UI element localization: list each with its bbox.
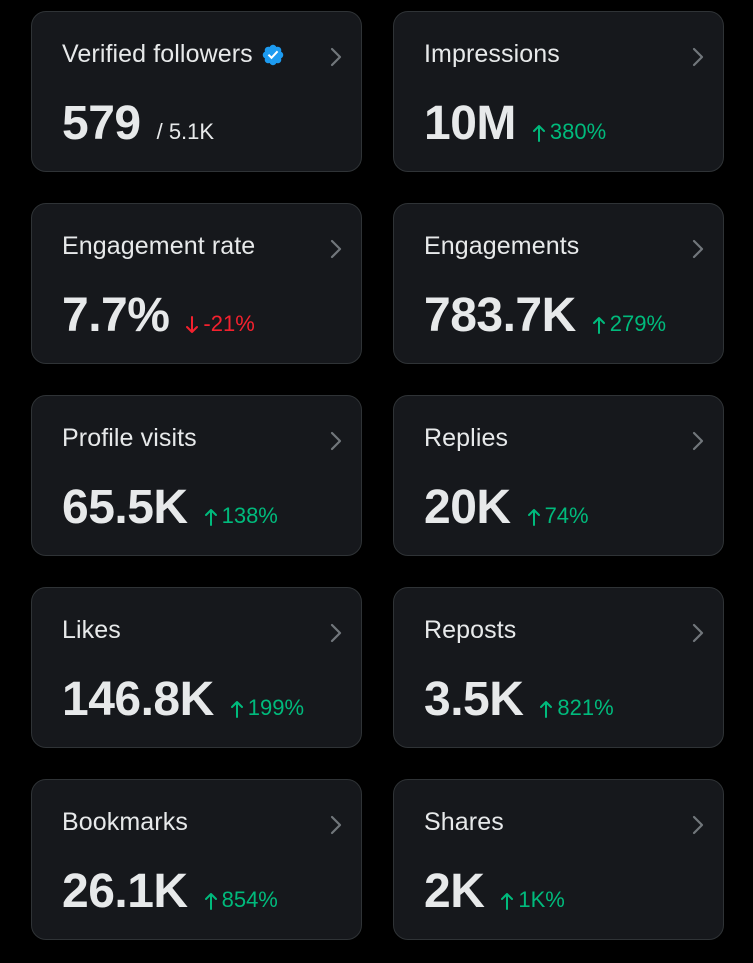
- arrow-up-icon: [532, 125, 545, 142]
- card-value: 10M: [424, 97, 516, 150]
- arrow-up-icon: [592, 317, 605, 334]
- chevron-right-icon: [692, 623, 704, 643]
- chevron-right-icon: [692, 47, 704, 67]
- chevron-right-icon: [330, 47, 342, 67]
- card-title: Impressions: [424, 40, 560, 68]
- verified-badge-icon: [262, 44, 284, 65]
- card-metric-row: 579 / 5.1K: [62, 96, 214, 151]
- chevron-right-icon: [330, 815, 342, 835]
- arrow-up-icon: [527, 509, 540, 526]
- card-delta: 380%: [532, 119, 606, 145]
- arrow-down-icon: [186, 316, 199, 333]
- card-verified-followers[interactable]: Verified followers 579 / 5.1K: [31, 11, 362, 172]
- card-impressions[interactable]: Impressions 10M 380%: [393, 11, 724, 172]
- card-value: 20K: [424, 481, 511, 534]
- card-title: Verified followers: [62, 40, 285, 69]
- chevron-right-icon: [330, 623, 342, 643]
- arrow-up-icon: [501, 893, 514, 910]
- card-metric-row: 7.7% -21%: [62, 288, 255, 343]
- arrow-up-icon: [204, 893, 217, 910]
- card-value: 26.1K: [62, 865, 188, 918]
- card-value: 783.7K: [424, 289, 576, 342]
- card-metric-row: 65.5K 138%: [62, 480, 278, 535]
- card-replies[interactable]: Replies 20K 74%: [393, 395, 724, 556]
- card-title: Bookmarks: [62, 808, 188, 836]
- card-delta-value: 1K%: [518, 887, 565, 912]
- card-metric-row: 3.5K 821%: [424, 672, 614, 727]
- card-delta: 74%: [527, 503, 589, 529]
- arrow-up-icon: [230, 701, 243, 718]
- chevron-right-icon: [330, 239, 342, 259]
- card-likes[interactable]: Likes 146.8K 199%: [31, 587, 362, 748]
- card-engagement-rate[interactable]: Engagement rate 7.7% -21%: [31, 203, 362, 364]
- card-delta-value: 854%: [221, 887, 278, 912]
- chevron-right-icon: [330, 431, 342, 451]
- card-delta-value: -21%: [203, 311, 255, 336]
- card-title: Profile visits: [62, 424, 197, 452]
- card-delta: 854%: [204, 887, 278, 913]
- card-delta: 138%: [204, 503, 278, 529]
- card-metric-row: 783.7K 279%: [424, 288, 666, 343]
- card-profile-visits[interactable]: Profile visits 65.5K 138%: [31, 395, 362, 556]
- card-delta: 821%: [539, 695, 614, 721]
- chevron-right-icon: [692, 815, 704, 835]
- card-title-text: Verified followers: [62, 40, 253, 68]
- card-metric-row: 10M 380%: [424, 96, 606, 151]
- card-metric-row: 26.1K 854%: [62, 864, 278, 919]
- card-title: Likes: [62, 616, 121, 644]
- card-shares[interactable]: Shares 2K 1K%: [393, 779, 724, 940]
- card-engagements[interactable]: Engagements 783.7K 279%: [393, 203, 724, 364]
- card-value: 7.7%: [62, 289, 170, 342]
- card-title: Engagements: [424, 232, 580, 260]
- chevron-right-icon: [692, 239, 704, 259]
- card-reposts[interactable]: Reposts 3.5K 821%: [393, 587, 724, 748]
- card-delta-value: 279%: [609, 311, 667, 336]
- chevron-right-icon: [692, 431, 704, 451]
- card-value: 2K: [424, 865, 485, 918]
- card-title: Shares: [424, 808, 504, 836]
- card-total: / 5.1K: [156, 119, 215, 144]
- arrow-up-icon: [540, 701, 553, 718]
- arrow-up-icon: [204, 509, 217, 526]
- card-delta: -21%: [185, 311, 255, 337]
- card-value: 3.5K: [424, 673, 524, 726]
- card-delta-value: 138%: [221, 503, 278, 528]
- card-delta-value: 821%: [557, 695, 614, 720]
- card-metric-row: 2K 1K%: [424, 864, 565, 919]
- card-title: Replies: [424, 424, 509, 452]
- card-delta: 1K%: [500, 887, 565, 913]
- card-title: Engagement rate: [62, 232, 256, 260]
- card-metric-row: 20K 74%: [424, 480, 589, 535]
- card-value: 65.5K: [62, 481, 188, 534]
- card-value: 579: [62, 97, 141, 150]
- card-value: 146.8K: [62, 673, 214, 726]
- card-delta: 279%: [592, 311, 666, 337]
- card-delta-value: 74%: [544, 503, 589, 528]
- card-delta-value: 380%: [549, 119, 607, 144]
- card-delta: 199%: [230, 695, 304, 721]
- card-bookmarks[interactable]: Bookmarks 26.1K 854%: [31, 779, 362, 940]
- card-metric-row: 146.8K 199%: [62, 672, 304, 727]
- card-title: Reposts: [424, 616, 517, 644]
- card-delta-value: 199%: [247, 695, 305, 720]
